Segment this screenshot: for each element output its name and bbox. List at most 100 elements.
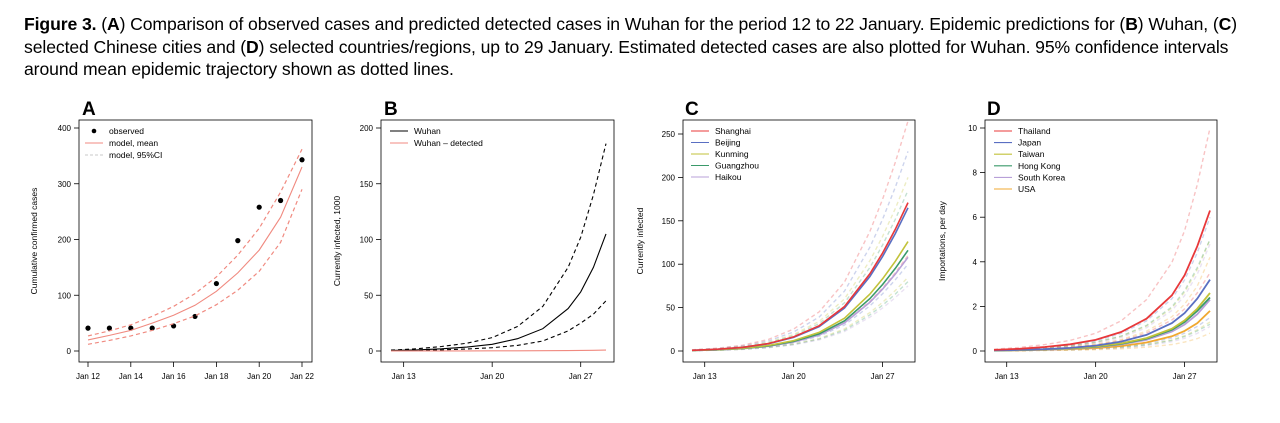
y-tick-label: 200	[58, 236, 72, 245]
observed-point	[106, 325, 112, 331]
ci-line	[691, 120, 909, 351]
series-line	[691, 256, 909, 352]
caption-panel-ref: B	[1125, 14, 1138, 34]
ci-line	[691, 151, 909, 351]
series-line	[390, 233, 607, 351]
y-tick-label: 200	[360, 124, 374, 133]
panel-label-b: B	[384, 99, 398, 120]
y-tick-label: 6	[973, 213, 978, 222]
caption-segment: ) selected Chinese cities and (	[24, 14, 1237, 57]
ci-line	[691, 255, 909, 352]
y-tick-label: 2	[973, 302, 978, 311]
x-tick-label: Jan 13	[995, 372, 1020, 381]
legend-label: model, 95%CI	[109, 150, 162, 160]
x-tick-label: Jan 12	[76, 372, 101, 381]
y-axis-label: Cumulative confirmed cases	[29, 188, 39, 295]
x-tick-label: Jan 13	[392, 372, 417, 381]
legend: observed model, mean model, 95%CI	[85, 126, 162, 160]
ci-line	[87, 148, 303, 337]
caption-panel-ref: A	[106, 14, 120, 34]
x-tick-label: Jan 20	[480, 372, 505, 381]
chart-panel-a: 0 100 200 300 400 Jan 12 Jan 14 Jan 16 Jan 18 Jan…	[29, 119, 315, 381]
legend-label: Hong Kong	[1018, 161, 1061, 171]
plot-frame	[380, 119, 615, 363]
observed-point	[85, 325, 91, 331]
caption-segment: ) Wuhan, (	[1137, 14, 1219, 34]
legend-label: Japan	[1018, 138, 1041, 148]
chart-panel-b: 0 50 100 150 200 Jan 13 Jan 20 Jan 27 Currently …	[332, 119, 615, 381]
series-line	[993, 279, 1211, 352]
legend-marker	[91, 128, 97, 134]
legend-label: Beijing	[715, 138, 741, 148]
caption-panel-ref: D	[246, 36, 259, 57]
x-tick-label: Jan 18	[204, 372, 229, 381]
x-tick-label: Jan 16	[162, 372, 187, 381]
y-tick-label: 50	[666, 304, 675, 313]
x-tick-label: Jan 22	[290, 372, 315, 381]
legend-label: Haikou	[715, 172, 742, 182]
y-tick-label: 0	[67, 347, 72, 356]
y-tick-label: 400	[58, 124, 72, 133]
panel-label-d: D	[987, 99, 1001, 120]
plot-frame	[984, 119, 1218, 363]
x-tick-label: Jan 27	[1173, 372, 1198, 381]
y-tick-label: 0	[671, 347, 676, 356]
figure-label: Figure 3.	[24, 14, 97, 34]
caption-segment: ) Comparison of observed cases and predi…	[119, 14, 1126, 34]
series-line	[691, 202, 909, 352]
legend-label: observed	[109, 126, 144, 136]
caption-text: (A) Comparison of observed cases and pre…	[24, 14, 1237, 79]
observed-point	[256, 204, 262, 210]
legend-label: USA	[1018, 184, 1036, 194]
x-tick-label: Jan 14	[119, 372, 144, 381]
ci-line	[390, 300, 607, 352]
legend-label: model, mean	[109, 138, 158, 148]
legend-label: Taiwan	[1018, 149, 1045, 159]
ci-line	[87, 189, 303, 345]
y-tick-label: 200	[662, 173, 676, 182]
caption-panel-ref: C	[1218, 14, 1232, 34]
y-tick-label: 250	[662, 130, 676, 139]
legend-label: Wuhan – detected	[414, 138, 483, 148]
y-tick-label: 100	[360, 236, 374, 245]
x-tick-label: Jan 27	[871, 372, 896, 381]
chart-panel-c: 0 50 100 150 200 250 Jan 13 Jan 20 Jan 27 Current…	[635, 119, 916, 381]
legend-label: South Korea	[1018, 172, 1066, 182]
legend: Wuhan Wuhan – detected	[390, 126, 483, 148]
x-tick-label: Jan 20	[1084, 372, 1109, 381]
y-tick-label: 8	[973, 169, 978, 178]
legend-label: Kunming	[715, 149, 749, 159]
x-tick-label: Jan 13	[693, 372, 718, 381]
y-tick-label: 50	[364, 291, 373, 300]
legend-label: Guangzhou	[715, 161, 759, 171]
observed-point	[235, 238, 241, 244]
series-line	[691, 207, 909, 352]
series-line	[391, 349, 607, 352]
x-tick-label: Jan 20	[782, 372, 807, 381]
legend-label: Wuhan	[414, 126, 441, 136]
y-tick-label: 10	[968, 124, 977, 133]
caption-segment: ) selected countries/regions, up to 29 J…	[24, 36, 1229, 80]
plot-frame	[682, 119, 916, 363]
y-tick-label: 150	[662, 217, 676, 226]
y-tick-label: 300	[58, 180, 72, 189]
y-axis-label: Importations, per day	[937, 200, 947, 281]
ci-line	[691, 263, 909, 352]
ci-line	[993, 216, 1211, 351]
y-tick-label: 100	[662, 260, 676, 269]
ci-line	[993, 127, 1211, 350]
chart-panel-d: 0 2 4 6 8 10 Jan 13 Jan 20 Jan 27 Importations, p…	[937, 119, 1218, 381]
legend-label: Shanghai	[715, 126, 751, 136]
y-axis-label: Currently infected, 1000	[332, 196, 342, 287]
y-tick-label: 0	[973, 347, 978, 356]
ci-line	[390, 143, 607, 351]
x-tick-label: Jan 20	[247, 372, 272, 381]
y-tick-label: 150	[360, 180, 374, 189]
observed-point	[299, 157, 305, 163]
y-axis-label: Currently infected	[635, 207, 645, 274]
y-tick-label: 100	[58, 291, 72, 300]
ci-line	[691, 190, 909, 351]
ci-line	[691, 203, 909, 351]
